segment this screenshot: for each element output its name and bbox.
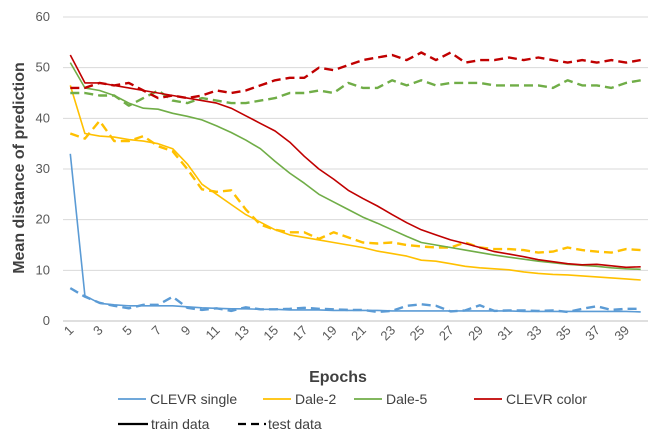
x-axis-title: Epochs [309, 369, 367, 386]
legend-label-dale-2: Dale-2 [295, 391, 336, 407]
x-tick-labels: 1 3 5 7 9 11 13 15 17 19 21 23 25 27 29 31 33 35 37 39 [61, 323, 632, 344]
y-tick-label: 20 [36, 212, 50, 227]
y-axis-title: Mean distance of prediction [11, 62, 28, 274]
x-tick-label: 9 [178, 323, 194, 339]
y-tick-label: 40 [36, 110, 50, 125]
legend-label-clevr-color: CLEVR color [506, 391, 587, 407]
y-tick-label: 0 [43, 313, 50, 328]
y-tick-label: 50 [36, 60, 50, 75]
dale-5-train-line [69, 62, 641, 271]
clevr-single-test-line [69, 287, 641, 314]
series-lines [69, 51, 641, 314]
x-tick-label: 15 [260, 323, 281, 344]
legend: CLEVR single Dale-2 Dale-5 CLEVR color train… [118, 391, 587, 432]
legend-label-test: test data [268, 416, 322, 432]
x-tick-label: 1 [61, 323, 77, 339]
y-tick-label: 10 [36, 262, 50, 277]
clevr-color-train-line [69, 54, 641, 269]
x-tick-label: 21 [348, 323, 369, 344]
x-tick-label: 37 [582, 323, 603, 344]
dale-2-test-line [69, 119, 641, 254]
x-tick-label: 27 [436, 323, 457, 344]
x-tick-label: 23 [377, 323, 398, 344]
x-tick-label: 3 [90, 323, 106, 339]
gridlines [63, 16, 648, 271]
legend-label-clevr-single: CLEVR single [150, 391, 237, 407]
clevr-single-train-line [69, 153, 641, 313]
x-tick-label: 5 [119, 323, 135, 339]
x-tick-label: 19 [319, 323, 340, 344]
legend-label-dale-5: Dale-5 [386, 391, 427, 407]
y-tick-label: 60 [36, 9, 50, 24]
x-tick-label: 31 [494, 323, 515, 344]
y-tick-labels: 0 10 20 30 40 50 60 [36, 9, 50, 328]
x-tick-label: 25 [407, 323, 428, 344]
x-tick-label: 29 [465, 323, 486, 344]
x-tick-label: 11 [203, 323, 223, 343]
clevr-color-test-line [70, 51, 641, 100]
x-tick-label: 39 [611, 323, 632, 344]
x-tick-label: 33 [524, 323, 545, 344]
y-tick-label: 30 [36, 161, 50, 176]
x-tick-label: 17 [290, 323, 311, 344]
x-tick-label: 35 [553, 323, 574, 344]
x-tick-label: 7 [148, 323, 164, 339]
x-tick-label: 13 [231, 323, 252, 344]
legend-label-train: train data [151, 416, 210, 432]
dale-5-test-line [70, 79, 641, 107]
dale-2-train-line [69, 85, 641, 281]
